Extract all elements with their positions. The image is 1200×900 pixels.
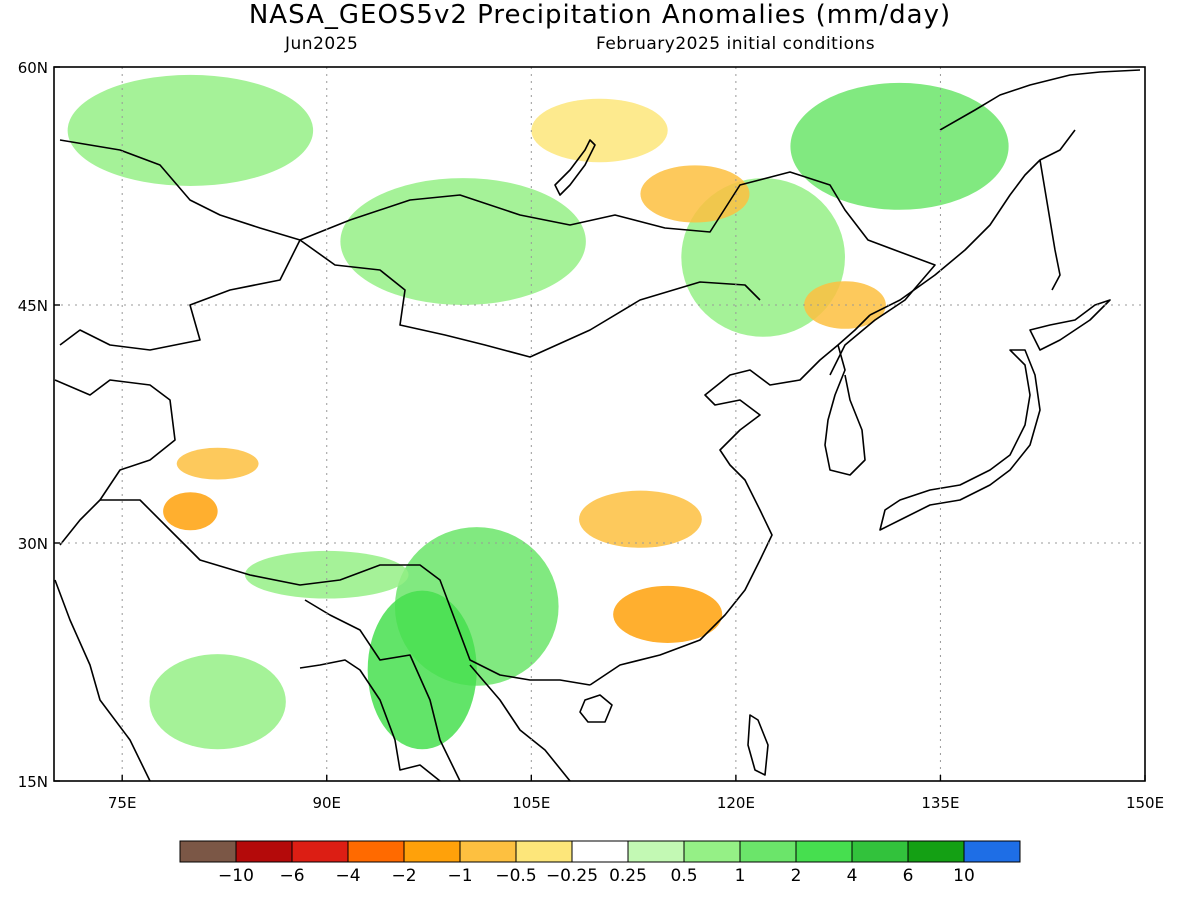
anomaly-india-wet: [149, 654, 286, 750]
coastlines-and-borders: [54, 69, 1141, 781]
colorbar-label: −0.25: [546, 866, 598, 886]
forecast-month: Jun2025: [285, 34, 359, 54]
anomaly-northwest-siberia-wet: [67, 74, 314, 186]
colorbar-label: 2: [791, 866, 802, 886]
anomaly-himalaya-wet: [244, 550, 409, 599]
colorbar-swatch: [459, 840, 517, 863]
anomaly-west-tibet-dry: [176, 447, 259, 480]
axis-ticks: 75E 90E 105E 120E 135E 150E 15N 30N 45N 60N: [18, 59, 1164, 812]
colorbar-swatch: [403, 840, 461, 863]
graticule: [54, 67, 1145, 781]
anomaly-far-east-wet: [790, 82, 1009, 210]
lon-tick-label: 105E: [512, 794, 550, 812]
anomaly-myanmar-wet: [367, 590, 477, 750]
coast-taiwan: [747, 714, 769, 776]
colorbar-label: 0.25: [609, 866, 647, 886]
colorbar-label: 10: [953, 866, 975, 886]
coast-russia-far-east: [869, 129, 1076, 316]
lon-tick-label: 120E: [717, 794, 755, 812]
colorbar-swatch: [571, 840, 629, 863]
lat-tick-label: 30N: [18, 535, 48, 553]
coast-sakhalin: [1039, 159, 1061, 291]
anomaly-mongolia-siberia-wet: [340, 178, 586, 305]
colorbar-swatch: [851, 840, 909, 863]
colorbar-label: 0.5: [670, 866, 697, 886]
colorbar-swatch: [795, 840, 853, 863]
lake-baikal: [554, 139, 596, 196]
colorbar-label: −1: [447, 866, 472, 886]
initial-conditions: February2025 initial conditions: [596, 34, 876, 54]
colorbar-swatch: [515, 840, 573, 863]
lat-tick-label: 60N: [18, 59, 48, 77]
colorbar-label: −4: [335, 866, 360, 886]
coast-india: [54, 579, 151, 781]
coast-hokkaido: [1029, 299, 1111, 351]
border-thailand: [469, 664, 571, 781]
border-myanmar: [304, 599, 461, 781]
colorbar-label: −10: [218, 866, 254, 886]
anomaly-field: [67, 74, 1009, 750]
border-himalaya: [100, 499, 591, 686]
lat-tick-label: 45N: [18, 297, 48, 315]
anomaly-korea-manchuria-dry: [804, 281, 886, 329]
colorbar-label: 1: [735, 866, 746, 886]
lon-tick-label: 150E: [1126, 794, 1164, 812]
colorbar: −10 −6 −4 −2 −1 −0.5 −0.25 0.25 0.5 1 2 4 6 10: [179, 840, 1021, 886]
colorbar-label: 6: [903, 866, 914, 886]
coast-bay-of-bengal: [299, 659, 441, 781]
colorbar-swatch: [235, 840, 293, 863]
anomaly-south-china-dry: [613, 585, 723, 643]
coast-okhotsk: [939, 69, 1141, 131]
colorbar-swatch: [963, 840, 1021, 863]
anomaly-baikal-dry: [531, 98, 668, 163]
colorbar-label: 4: [847, 866, 858, 886]
border-west: [54, 379, 176, 546]
colorbar-swatch: [347, 840, 405, 863]
lon-tick-label: 75E: [108, 794, 137, 812]
plot-frame: [53, 66, 1146, 782]
colorbar-label: −6: [279, 866, 304, 886]
colorbar-swatch: [627, 840, 685, 863]
coast-east-china: [589, 314, 871, 686]
anomaly-kashmir-dry: [163, 492, 218, 531]
anomaly-yangtze-dry: [579, 490, 702, 548]
colorbar-swatch: [291, 840, 349, 863]
colorbar-label: −2: [391, 866, 416, 886]
colorbar-swatch: [683, 840, 741, 863]
coast-korea: [824, 344, 866, 476]
map-title: NASA_GEOS5v2 Precipitation Anomalies (mm…: [248, 0, 952, 30]
border-central-asia: [59, 139, 301, 351]
colorbar-swatch: [739, 840, 797, 863]
lat-tick-label: 15N: [18, 773, 48, 791]
coast-hainan: [579, 694, 613, 723]
border-mongolia: [299, 171, 936, 376]
lon-tick-label: 90E: [312, 794, 341, 812]
coast-honshu: [879, 349, 1041, 531]
colorbar-swatch: [907, 840, 965, 863]
border-inner-mongolia: [299, 239, 761, 358]
lon-tick-label: 135E: [921, 794, 959, 812]
colorbar-label: −0.5: [495, 866, 536, 886]
colorbar-swatch: [179, 840, 237, 863]
anomaly-amur-dry: [640, 165, 750, 223]
